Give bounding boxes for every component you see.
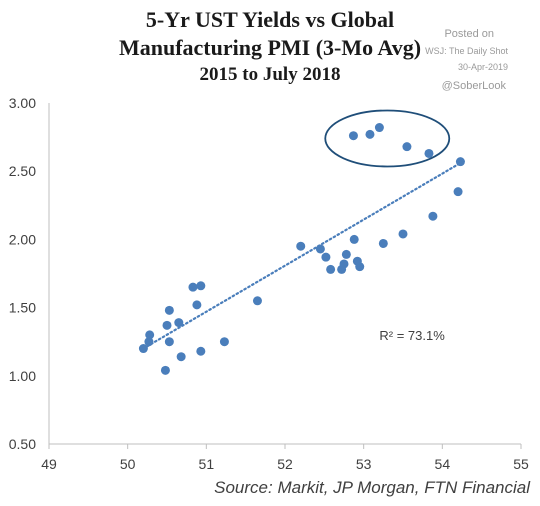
data-point	[365, 129, 375, 139]
y-tick-label: 2.50	[9, 163, 36, 179]
r-squared-label: R² = 73.1%	[379, 328, 445, 343]
data-point	[138, 344, 148, 354]
chart-title: 5-Yr UST Yields vs Global Manufacturing …	[0, 6, 540, 88]
data-point	[144, 337, 154, 347]
data-point	[164, 337, 174, 347]
y-tick-label: 1.50	[9, 300, 36, 316]
data-point	[341, 249, 351, 259]
chart-title-line-2: Manufacturing PMI (3-Mo Avg)	[118, 35, 422, 60]
data-point	[424, 148, 434, 158]
data-point	[326, 264, 336, 274]
data-point	[145, 330, 155, 340]
chart-title-line-1: 5-Yr UST Yields vs Global	[145, 7, 395, 32]
data-point	[339, 259, 349, 269]
x-tick-label: 54	[435, 456, 451, 472]
data-point	[348, 131, 358, 141]
data-point	[349, 234, 359, 244]
data-point	[162, 320, 172, 330]
x-tick-label: 50	[120, 456, 136, 472]
data-point	[192, 300, 202, 310]
data-point	[164, 305, 174, 315]
x-tick-label: 53	[356, 456, 372, 472]
data-point	[296, 241, 306, 251]
x-tick-label: 52	[277, 456, 293, 472]
data-point	[196, 346, 206, 356]
watermark-date: 30-Apr-2019	[457, 62, 508, 72]
y-tick-labels: 0.50 1.00 1.50 2.00 2.50 3.00	[9, 95, 36, 452]
watermark-source: WSJ: The Daily Shot	[425, 46, 508, 56]
source-note: Source: Markit, JP Morgan, FTN Financial	[214, 478, 530, 497]
data-point	[315, 244, 325, 254]
data-point	[188, 282, 198, 292]
data-point	[374, 123, 384, 133]
data-point	[321, 252, 331, 262]
x-tick-label: 51	[199, 456, 215, 472]
watermark-handle: @SoberLook	[441, 80, 506, 92]
data-point	[355, 262, 365, 272]
data-point	[428, 211, 438, 221]
chart-subtitle: 2015 to July 2018	[199, 64, 341, 85]
watermark-posted: Posted on	[444, 28, 494, 40]
highlight-ellipse-shape	[324, 109, 451, 168]
y-tick-label: 0.50	[9, 436, 36, 452]
trendline	[142, 163, 460, 350]
data-point	[398, 229, 408, 239]
data-point	[453, 187, 463, 197]
data-point	[219, 337, 229, 347]
data-point	[455, 157, 465, 167]
plot-axes	[48, 103, 522, 449]
y-tick-label: 1.00	[9, 368, 36, 384]
x-tick-label: 55	[513, 456, 529, 472]
data-point	[378, 238, 388, 248]
y-tick-label: 3.00	[9, 95, 36, 111]
trendline-path	[142, 163, 460, 350]
highlight-ellipse	[324, 109, 451, 168]
data-points	[138, 123, 465, 375]
data-point	[160, 365, 170, 375]
y-tick-label: 2.00	[9, 231, 36, 247]
data-point	[196, 281, 206, 291]
data-point	[402, 142, 412, 152]
data-point	[176, 352, 186, 362]
data-point	[252, 296, 262, 306]
x-tick-labels: 49 50 51 52 53 54 55	[41, 456, 529, 472]
data-point	[174, 318, 184, 328]
x-tick-label: 49	[41, 456, 57, 472]
